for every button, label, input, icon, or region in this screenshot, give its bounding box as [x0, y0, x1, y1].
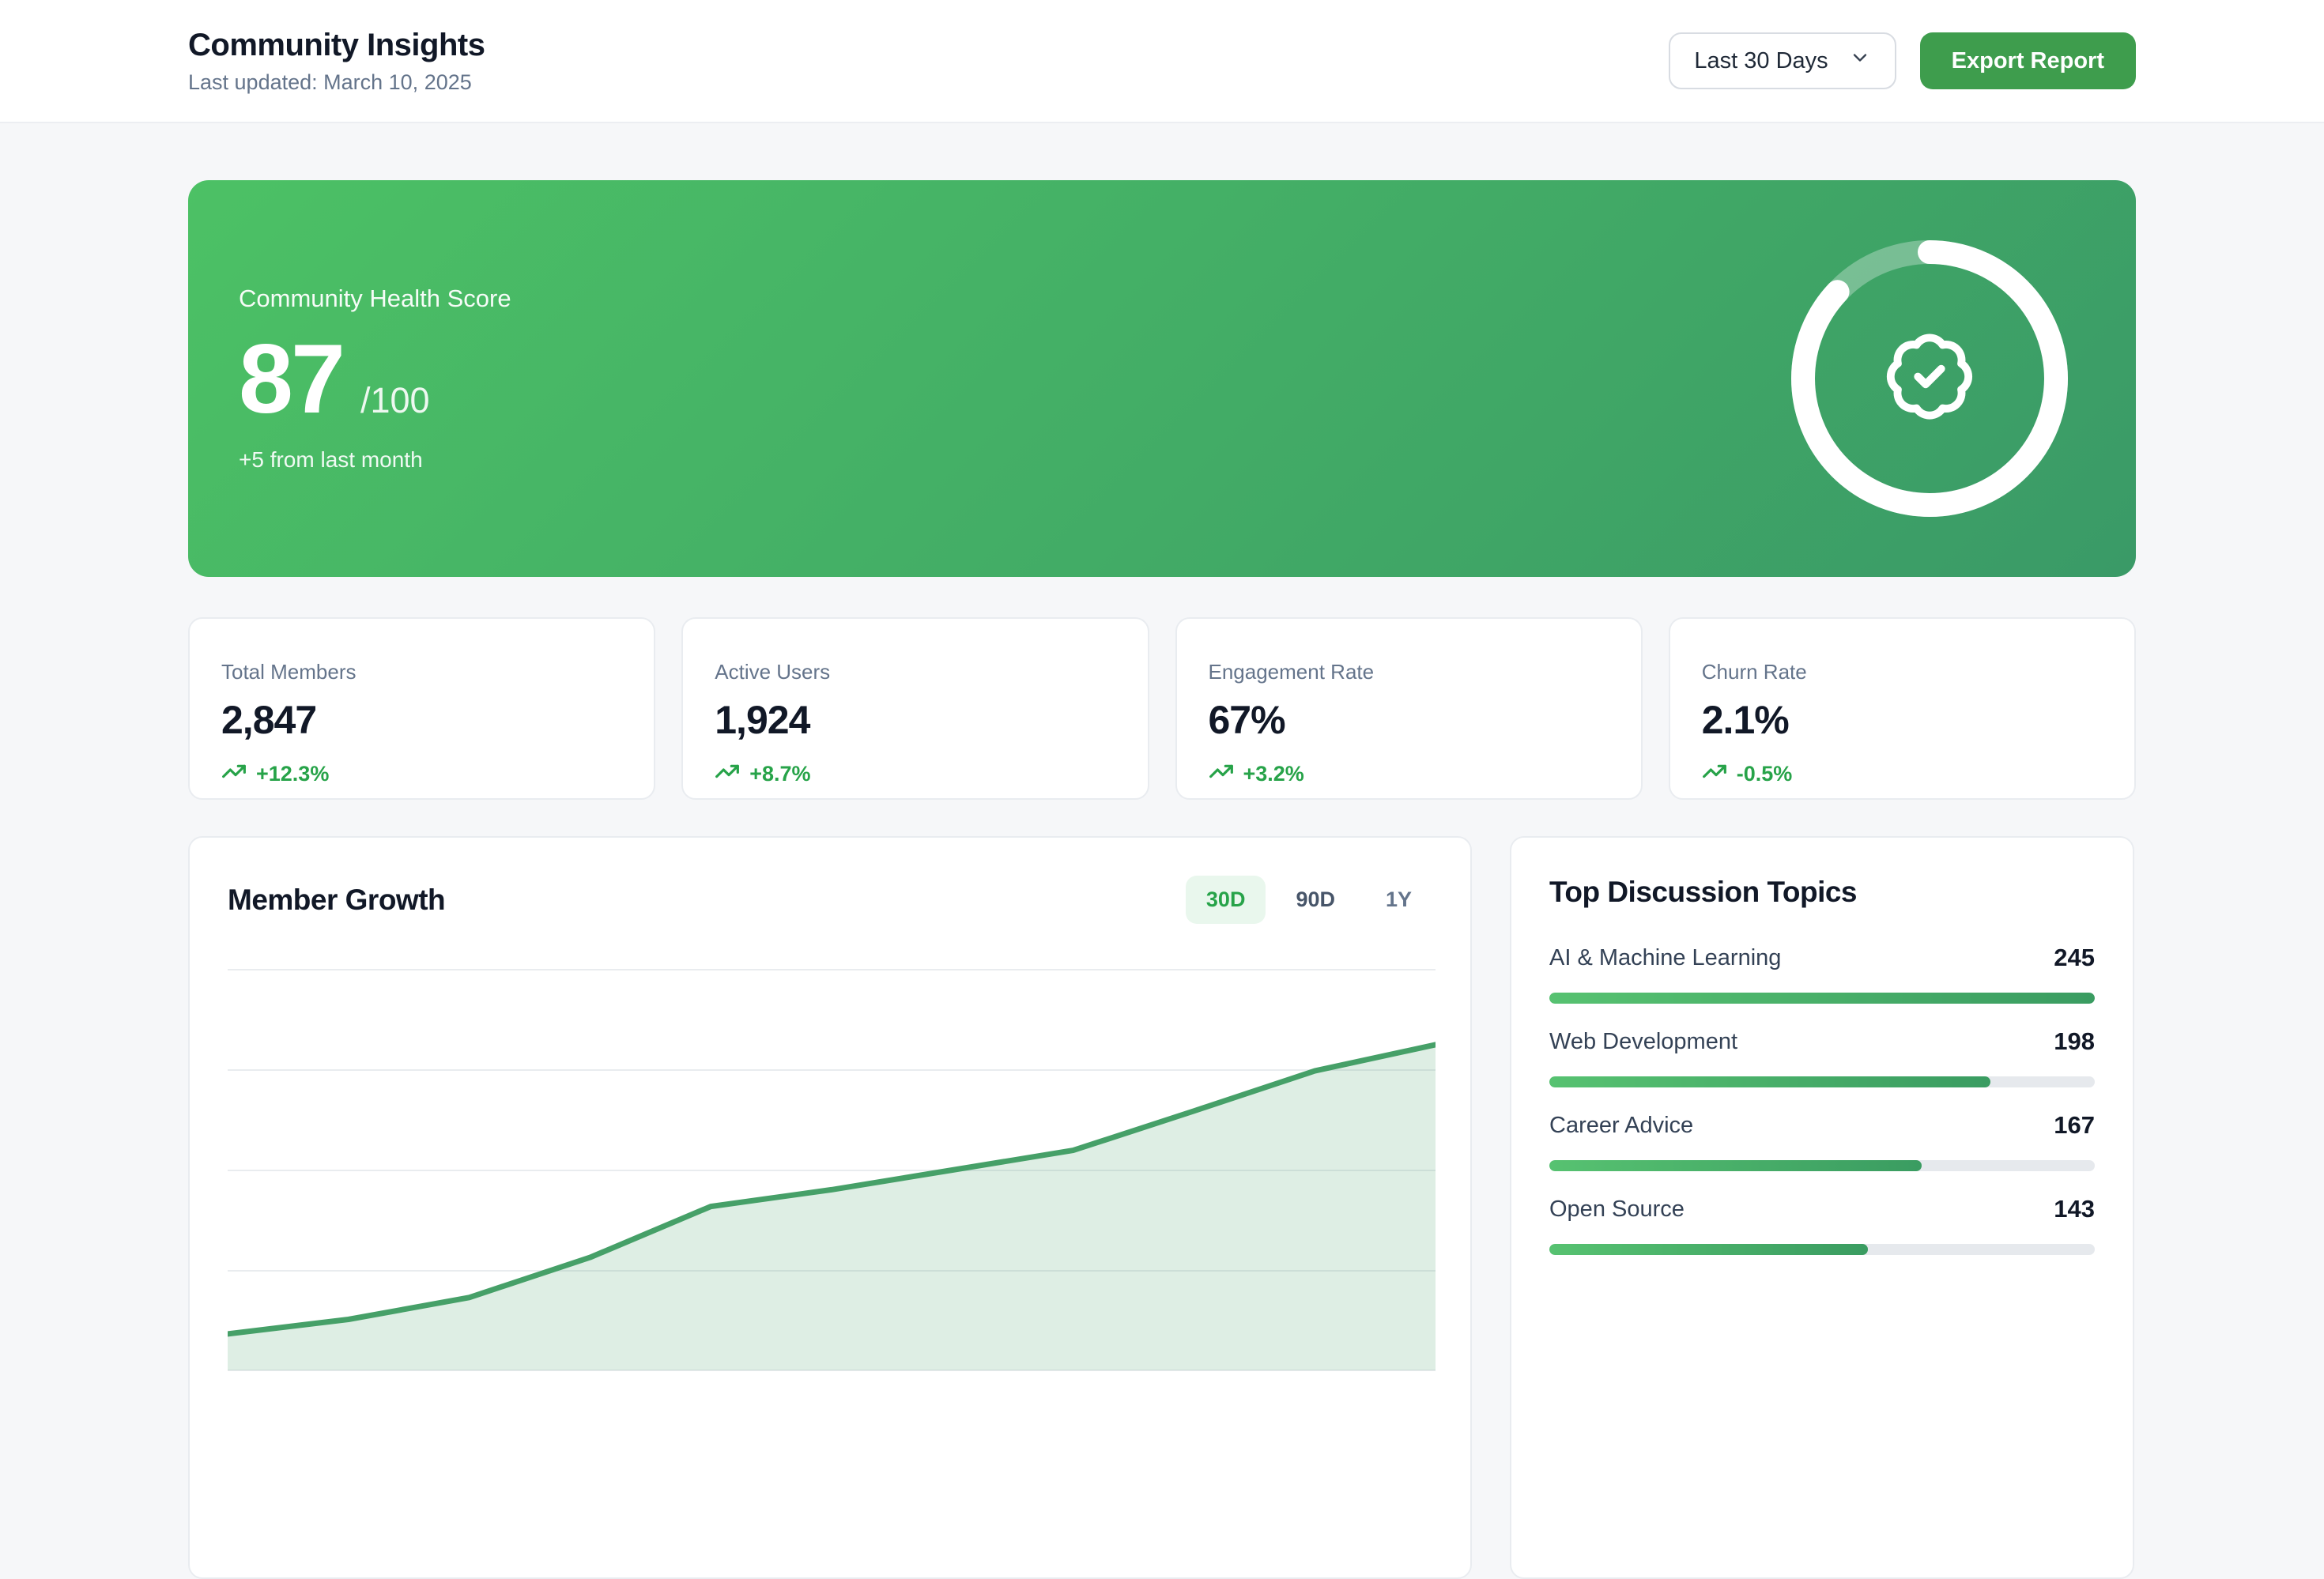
- stat-card-active-users: Active Users 1,924 +8.7%: [681, 617, 1149, 800]
- topic-row: AI & Machine Learning 245: [1549, 944, 2095, 1004]
- health-ring-progress: [1791, 240, 2068, 517]
- stat-label: Engagement Rate: [1208, 660, 1375, 684]
- health-ring-svg: [1791, 240, 2068, 517]
- health-score-label: Community Health Score: [239, 285, 511, 312]
- stat-trend: +8.7%: [715, 759, 1115, 790]
- top-topics-card: Top Discussion Topics AI & Machine Learn…: [1510, 836, 2134, 1579]
- tab-90d[interactable]: 90D: [1275, 876, 1356, 924]
- stat-card-engagement-rate: Engagement Rate 67% +3.2%: [1175, 617, 1643, 800]
- growth-chart-svg: [228, 969, 1436, 1371]
- topic-label: Open Source: [1549, 1196, 1685, 1222]
- topic-label: Career Advice: [1549, 1112, 1694, 1138]
- stat-trend: -0.5%: [1702, 759, 2103, 790]
- range-tabs: 30D 90D 1Y: [1185, 876, 1432, 924]
- topic-label: AI & Machine Learning: [1549, 944, 1782, 970]
- topic-row: Career Advice 167: [1549, 1111, 2095, 1171]
- health-score-card: Community Health Score 87 /100 +5 from l…: [188, 180, 2136, 577]
- health-score-max: /100: [360, 380, 430, 420]
- topic-bar-track: [1549, 993, 2095, 1004]
- topic-value: 143: [2054, 1195, 2095, 1223]
- topic-bar-fill: [1549, 1244, 1868, 1255]
- topics-list: AI & Machine Learning 245 Web Developmen…: [1549, 944, 2095, 1255]
- stat-change: +12.3%: [256, 762, 330, 786]
- member-growth-card: Member Growth 30D 90D 1Y: [188, 836, 1472, 1579]
- stat-trend: +3.2%: [1209, 759, 1609, 790]
- stat-card-churn-rate: Churn Rate 2.1% -0.5%: [1668, 617, 2136, 800]
- tab-30d[interactable]: 30D: [1185, 876, 1266, 924]
- export-report-button[interactable]: Export Report: [1919, 32, 2136, 89]
- growth-chart: [228, 962, 1436, 1381]
- chevron-down-icon: [1849, 47, 1871, 75]
- stat-change: +3.2%: [1243, 762, 1304, 786]
- page-subtitle: Last updated: March 10, 2025: [188, 70, 472, 94]
- trending-up-icon: [715, 759, 740, 790]
- trending-up-icon: [221, 759, 247, 790]
- stats-row: Total Members 2,847 +12.3% Active Users …: [188, 617, 2136, 800]
- stat-label: Active Users: [715, 660, 831, 684]
- trending-up-icon: [1702, 759, 1727, 790]
- topic-bar-fill: [1549, 993, 2095, 1004]
- badge-check-icon: [1883, 330, 1976, 428]
- topic-label: Web Development: [1549, 1028, 1738, 1054]
- date-range-selector[interactable]: Last 30 Days: [1669, 32, 1896, 89]
- topic-bar-track: [1549, 1076, 2095, 1087]
- bottom-row: Member Growth 30D 90D 1Y: [188, 836, 2136, 1579]
- health-score-value: 87: [239, 325, 345, 434]
- topic-row: Open Source 143: [1549, 1195, 2095, 1255]
- topic-row: Web Development 198: [1549, 1027, 2095, 1087]
- topic-bar-fill: [1549, 1160, 1922, 1171]
- topic-bar-track: [1549, 1160, 2095, 1171]
- main-content: Community Health Score 87 /100 +5 from l…: [188, 180, 2136, 1579]
- date-range-value: Last 30 Days: [1694, 47, 1828, 73]
- member-growth-title: Member Growth: [228, 883, 446, 916]
- topic-value: 245: [2054, 944, 2095, 971]
- health-score-delta: +5 from last month: [239, 447, 423, 472]
- topic-value: 198: [2054, 1027, 2095, 1055]
- page-heading: Community Insights Last updated: March 1…: [188, 28, 485, 95]
- health-ring: [1775, 224, 2084, 533]
- top-topics-title: Top Discussion Topics: [1549, 876, 1858, 908]
- stat-value: 67%: [1208, 698, 1286, 742]
- stat-value: 2,847: [221, 698, 317, 742]
- page-title: Community Insights: [188, 27, 485, 62]
- topbar: Community Insights Last updated: March 1…: [0, 0, 2324, 123]
- stat-value: 2.1%: [1701, 698, 1790, 742]
- stat-label: Churn Rate: [1701, 660, 1807, 684]
- topic-bar-fill: [1549, 1076, 1990, 1087]
- stat-card-total-members: Total Members 2,847 +12.3%: [188, 617, 656, 800]
- stat-change: +8.7%: [749, 762, 811, 786]
- stat-trend: +12.3%: [221, 759, 622, 790]
- topic-bar-track: [1549, 1244, 2095, 1255]
- stat-label: Total Members: [221, 660, 357, 684]
- health-score-text: Community Health Score 87 /100 +5 from l…: [239, 285, 511, 473]
- stat-value: 1,924: [715, 698, 810, 742]
- tab-1y[interactable]: 1Y: [1365, 876, 1432, 924]
- header-controls: Last 30 Days Export Report: [1669, 32, 2136, 89]
- trending-up-icon: [1209, 759, 1234, 790]
- topic-value: 167: [2054, 1111, 2095, 1139]
- stat-change: -0.5%: [1736, 762, 1793, 786]
